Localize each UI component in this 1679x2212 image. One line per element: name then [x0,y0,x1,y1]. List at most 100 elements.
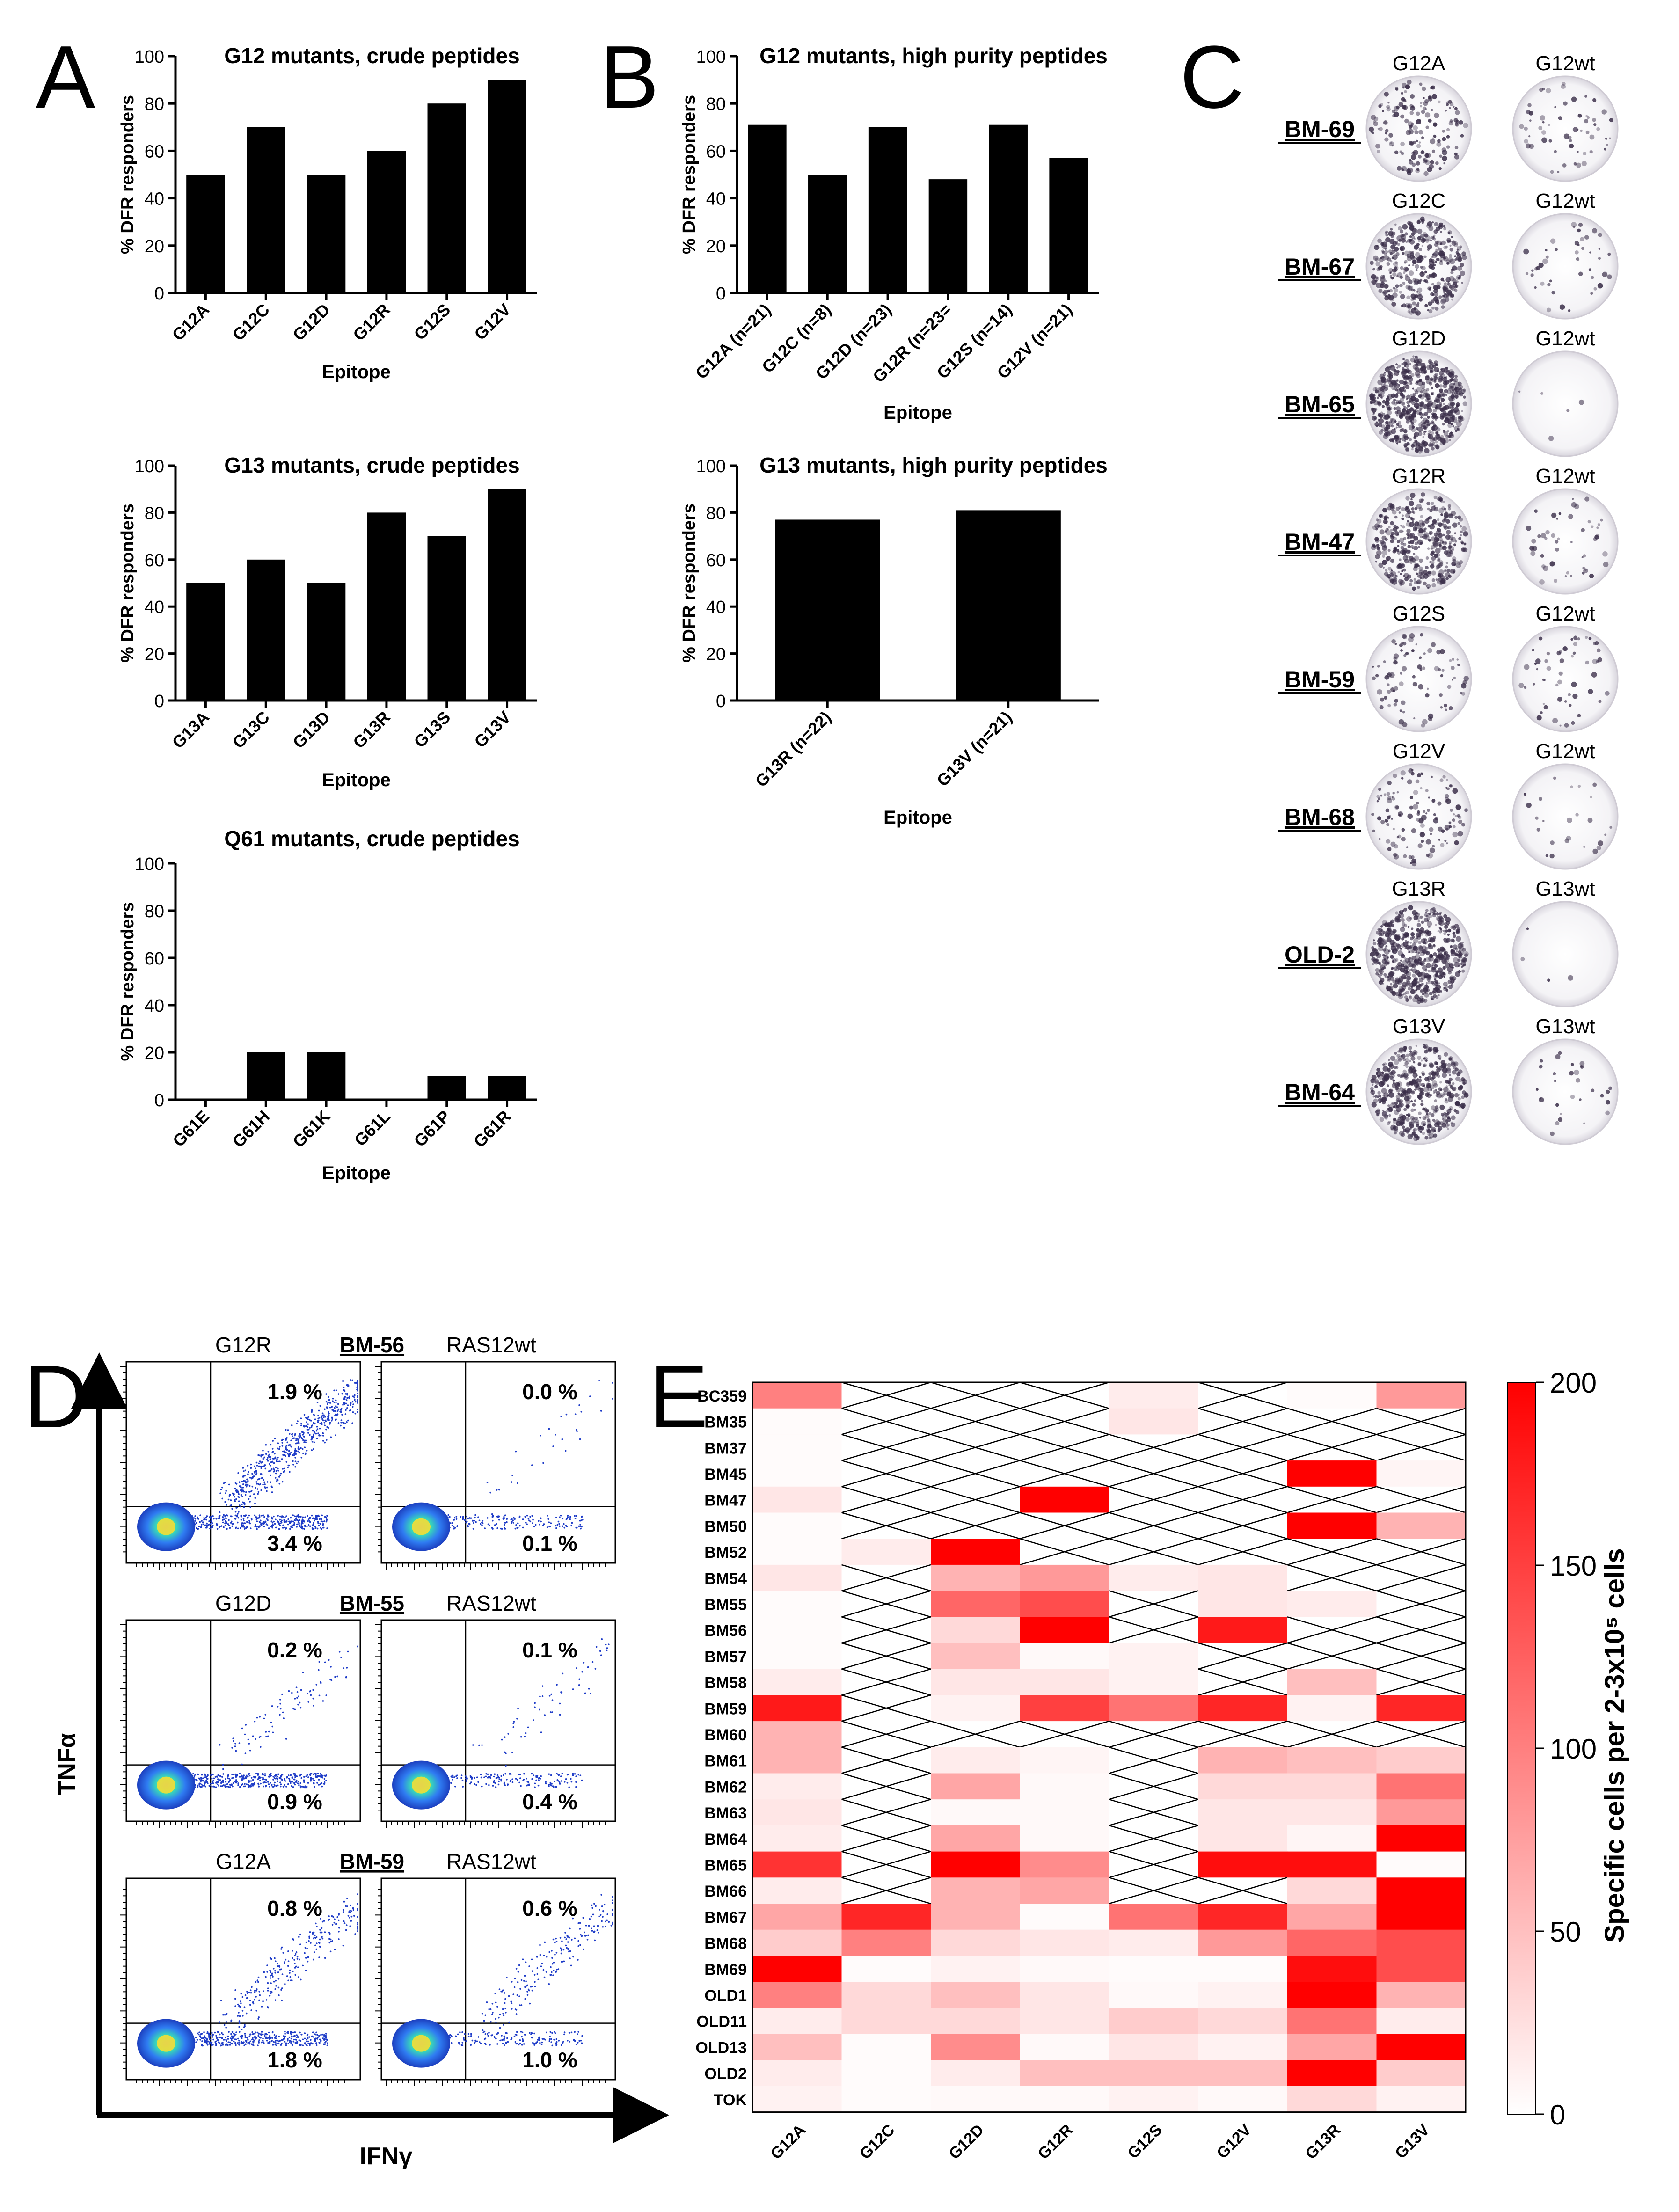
spot [1417,292,1422,297]
spot [1523,793,1526,796]
chart-title: G12 mutants, high purity peptides [759,44,1108,68]
spot [1424,270,1427,274]
event-dot [287,1518,289,1520]
spot [1404,90,1407,93]
spot [1416,1081,1422,1087]
spot [1410,986,1414,988]
event-dot [299,1433,301,1435]
spot [1557,537,1560,540]
event-dot [567,1516,569,1518]
spot [1584,95,1587,98]
event-dot [253,1471,256,1473]
spot [1437,393,1443,399]
spot [1600,518,1603,522]
event-dot [244,1522,246,1524]
event-dot [303,1414,306,1416]
spot [1454,815,1457,817]
event-dot [352,1411,354,1413]
spot [1573,1069,1579,1075]
spot [1571,96,1577,102]
spot [1442,150,1448,155]
spot [1423,97,1425,99]
spot [1428,264,1433,269]
upper-right-percent: 1.9 % [267,1380,322,1404]
spot [1545,255,1549,259]
spot [1445,367,1448,370]
spot [1413,946,1418,951]
spot [1446,135,1450,139]
spot [1416,572,1418,575]
spot [1391,967,1394,970]
spot [1430,370,1432,372]
spot [1530,273,1534,277]
event-dot [225,1521,227,1523]
spot [1388,1088,1393,1093]
spot [1405,284,1411,290]
spot [1429,561,1431,563]
event-dot [208,1520,210,1522]
spot [1425,963,1431,968]
event-dot [255,1471,257,1473]
event-dot [314,1423,316,1425]
event-dot [243,1785,245,1788]
event-dot [316,1402,319,1403]
spot [1371,1102,1377,1108]
event-dot [498,1518,500,1521]
spot [1408,129,1414,135]
spot [1414,1051,1416,1054]
spot [1454,540,1457,543]
spot [1399,681,1404,686]
event-dot [296,1442,298,1444]
spot [1402,910,1404,913]
spot [1399,529,1403,533]
spot [1416,358,1419,361]
spot [1394,574,1398,577]
event-dot [571,1522,573,1524]
spot [1431,370,1434,372]
spot [1402,1058,1406,1061]
spot [1408,951,1410,953]
event-dot [302,1527,304,1530]
event-dot [270,1444,272,1446]
spot [1407,545,1411,548]
event-dot [317,1432,319,1434]
spot [1551,512,1557,518]
spot [1409,235,1412,238]
spot [1415,303,1419,308]
spot [1391,818,1393,820]
event-dot [565,1518,568,1520]
event-dot [234,1511,237,1513]
spot [1535,1088,1539,1091]
spot [1396,379,1399,381]
x-tick-label: G12C [228,300,273,344]
spot [1446,294,1450,298]
spot [1428,1132,1434,1138]
spot [1404,232,1408,236]
event-dot [246,1526,248,1528]
event-dot [329,1402,331,1404]
spot [1398,384,1401,386]
spot [1410,1056,1416,1061]
spot [1413,524,1416,527]
event-dot [246,1774,248,1777]
spot [1607,252,1611,256]
event-dot [264,1483,266,1485]
event-dot [258,1520,261,1523]
spot [1420,633,1424,637]
spot [1374,422,1380,427]
spot [1434,979,1438,983]
spot [1451,406,1454,409]
event-dot [257,1493,259,1495]
spot [1383,966,1387,970]
event-dot [267,1514,269,1516]
spot [1392,286,1395,290]
event-dot [322,1524,324,1526]
spot [1418,507,1423,511]
spot [1453,381,1460,387]
spot [1446,262,1450,265]
event-dot [473,1522,474,1524]
event-dot [241,1481,243,1482]
spot [1405,651,1409,656]
event-dot [306,1429,308,1431]
spot [1454,154,1460,160]
